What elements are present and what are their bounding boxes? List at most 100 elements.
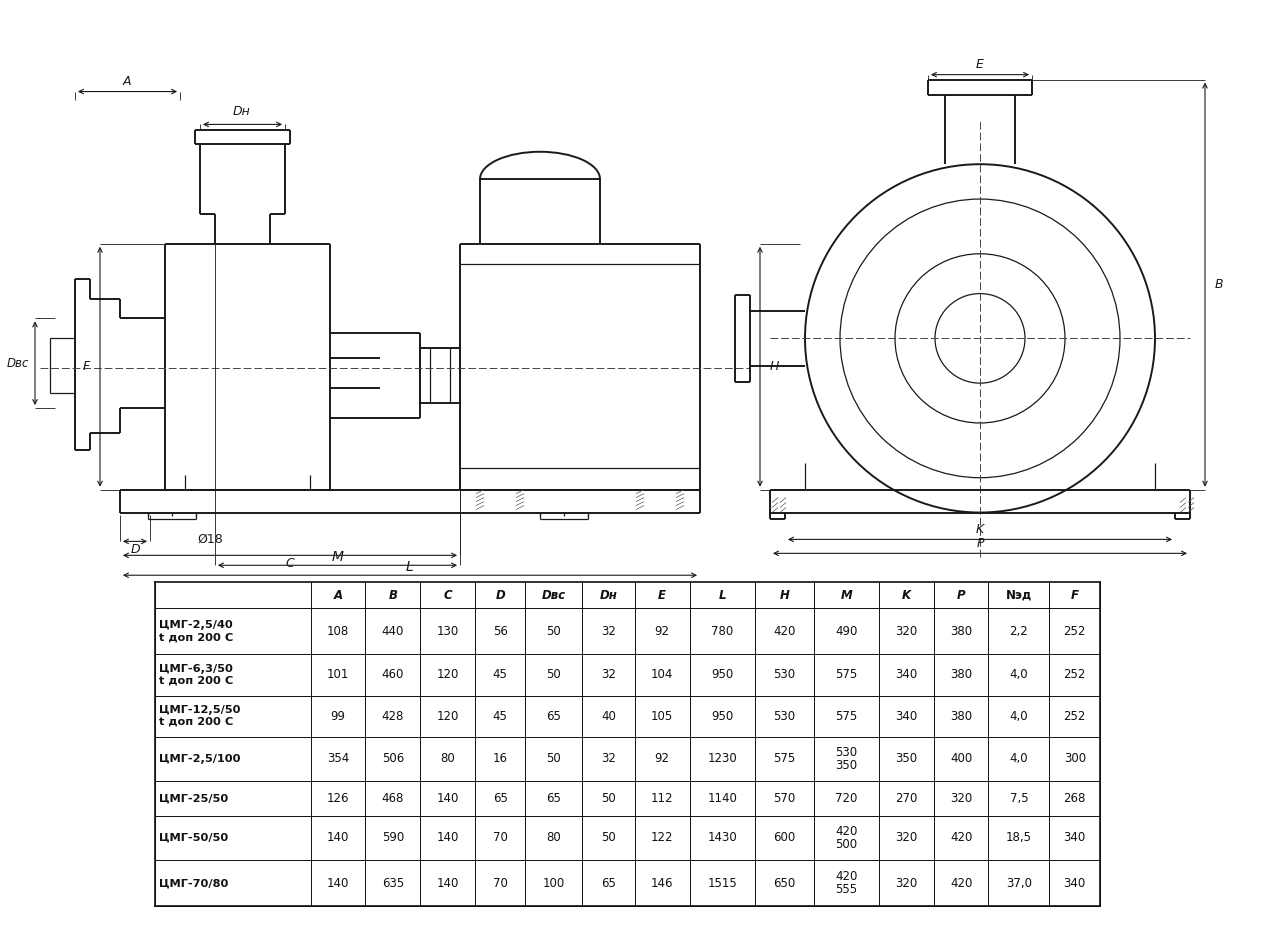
Text: Dвс: Dвс xyxy=(541,588,566,601)
Text: E: E xyxy=(977,59,984,71)
Text: 32: 32 xyxy=(602,625,616,638)
Text: 320: 320 xyxy=(895,625,918,638)
Text: D: D xyxy=(495,588,506,601)
Text: 420: 420 xyxy=(835,870,858,884)
Text: 950: 950 xyxy=(712,668,733,681)
Text: 65: 65 xyxy=(547,792,561,805)
Text: M: M xyxy=(332,550,343,564)
Text: 122: 122 xyxy=(652,831,673,844)
Text: 4,0: 4,0 xyxy=(1010,668,1028,681)
Text: H: H xyxy=(780,588,790,601)
Text: H: H xyxy=(771,360,780,373)
Text: 140: 140 xyxy=(436,831,458,844)
Text: A: A xyxy=(123,75,132,88)
Text: 70: 70 xyxy=(493,877,508,890)
Text: 7,5: 7,5 xyxy=(1010,792,1028,805)
Text: L: L xyxy=(718,588,726,601)
Text: 350: 350 xyxy=(836,759,858,772)
Text: ЦМГ-50/50: ЦМГ-50/50 xyxy=(159,833,228,843)
Text: B: B xyxy=(388,588,397,601)
Text: 380: 380 xyxy=(950,709,972,722)
Text: F: F xyxy=(1071,588,1079,601)
Text: 780: 780 xyxy=(712,625,733,638)
Text: Nэд: Nэд xyxy=(1006,588,1032,601)
Text: 490: 490 xyxy=(835,625,858,638)
Text: 530: 530 xyxy=(836,746,858,759)
Text: P: P xyxy=(977,537,984,550)
Text: 50: 50 xyxy=(547,668,561,681)
Text: ЦМГ-12,5/50: ЦМГ-12,5/50 xyxy=(159,706,241,715)
Text: 252: 252 xyxy=(1064,709,1085,722)
Text: 570: 570 xyxy=(773,792,795,805)
Text: B: B xyxy=(1215,278,1224,291)
Text: 340: 340 xyxy=(1064,877,1085,890)
Text: 340: 340 xyxy=(1064,831,1085,844)
Text: 720: 720 xyxy=(835,792,858,805)
Text: 108: 108 xyxy=(326,625,349,638)
Text: Dвс: Dвс xyxy=(6,357,29,370)
Text: 56: 56 xyxy=(493,625,508,638)
Text: 420: 420 xyxy=(773,625,795,638)
Text: Dн: Dн xyxy=(233,105,251,118)
Text: 300: 300 xyxy=(1064,752,1085,765)
Text: 140: 140 xyxy=(436,792,458,805)
Text: 420: 420 xyxy=(950,877,973,890)
Text: 500: 500 xyxy=(836,838,858,851)
Text: 530: 530 xyxy=(773,709,795,722)
Text: 400: 400 xyxy=(950,752,973,765)
Text: 1430: 1430 xyxy=(708,831,737,844)
Text: L: L xyxy=(406,560,413,574)
Text: ЦМГ-25/50: ЦМГ-25/50 xyxy=(159,793,228,803)
Text: Dн: Dн xyxy=(599,588,617,601)
Text: 120: 120 xyxy=(436,668,458,681)
Text: 460: 460 xyxy=(381,668,404,681)
Text: 112: 112 xyxy=(652,792,673,805)
Text: 340: 340 xyxy=(895,668,918,681)
Text: t доп 200 С: t доп 200 С xyxy=(159,676,233,686)
Text: 65: 65 xyxy=(602,877,616,890)
Text: 80: 80 xyxy=(440,752,454,765)
Text: 18,5: 18,5 xyxy=(1006,831,1032,844)
Text: ЦМГ-6,3/50: ЦМГ-6,3/50 xyxy=(159,664,233,674)
Text: 1140: 1140 xyxy=(708,792,737,805)
Text: 16: 16 xyxy=(493,752,508,765)
Text: 65: 65 xyxy=(547,709,561,722)
Text: 600: 600 xyxy=(773,831,795,844)
Text: 92: 92 xyxy=(655,625,669,638)
Text: 575: 575 xyxy=(773,752,795,765)
Text: 380: 380 xyxy=(950,625,972,638)
Text: 340: 340 xyxy=(895,709,918,722)
Text: 99: 99 xyxy=(330,709,346,722)
Text: 104: 104 xyxy=(652,668,673,681)
Text: 468: 468 xyxy=(381,792,404,805)
Text: 140: 140 xyxy=(326,831,349,844)
Text: 2,2: 2,2 xyxy=(1010,625,1028,638)
Text: 146: 146 xyxy=(652,877,673,890)
Text: 45: 45 xyxy=(493,668,508,681)
Text: 252: 252 xyxy=(1064,668,1085,681)
Text: 80: 80 xyxy=(547,831,561,844)
Text: K: K xyxy=(902,588,911,601)
Text: 354: 354 xyxy=(326,752,349,765)
Text: 268: 268 xyxy=(1064,792,1085,805)
Text: t доп 200 С: t доп 200 С xyxy=(159,717,233,727)
Text: 50: 50 xyxy=(602,831,616,844)
Text: 555: 555 xyxy=(836,883,858,896)
Text: 428: 428 xyxy=(381,709,404,722)
Text: 70: 70 xyxy=(493,831,508,844)
Text: C: C xyxy=(443,588,452,601)
Text: 650: 650 xyxy=(773,877,795,890)
Text: D: D xyxy=(131,543,140,556)
Text: 92: 92 xyxy=(655,752,669,765)
Text: M: M xyxy=(841,588,852,601)
Text: 575: 575 xyxy=(836,668,858,681)
Text: K: K xyxy=(975,523,984,536)
Text: ЦМГ-70/80: ЦМГ-70/80 xyxy=(159,878,228,888)
Text: 590: 590 xyxy=(381,831,404,844)
Text: 1230: 1230 xyxy=(708,752,737,765)
Text: C: C xyxy=(285,557,294,570)
Text: 37,0: 37,0 xyxy=(1006,877,1032,890)
Text: 65: 65 xyxy=(493,792,508,805)
Text: 380: 380 xyxy=(950,668,972,681)
Text: F: F xyxy=(83,360,90,373)
